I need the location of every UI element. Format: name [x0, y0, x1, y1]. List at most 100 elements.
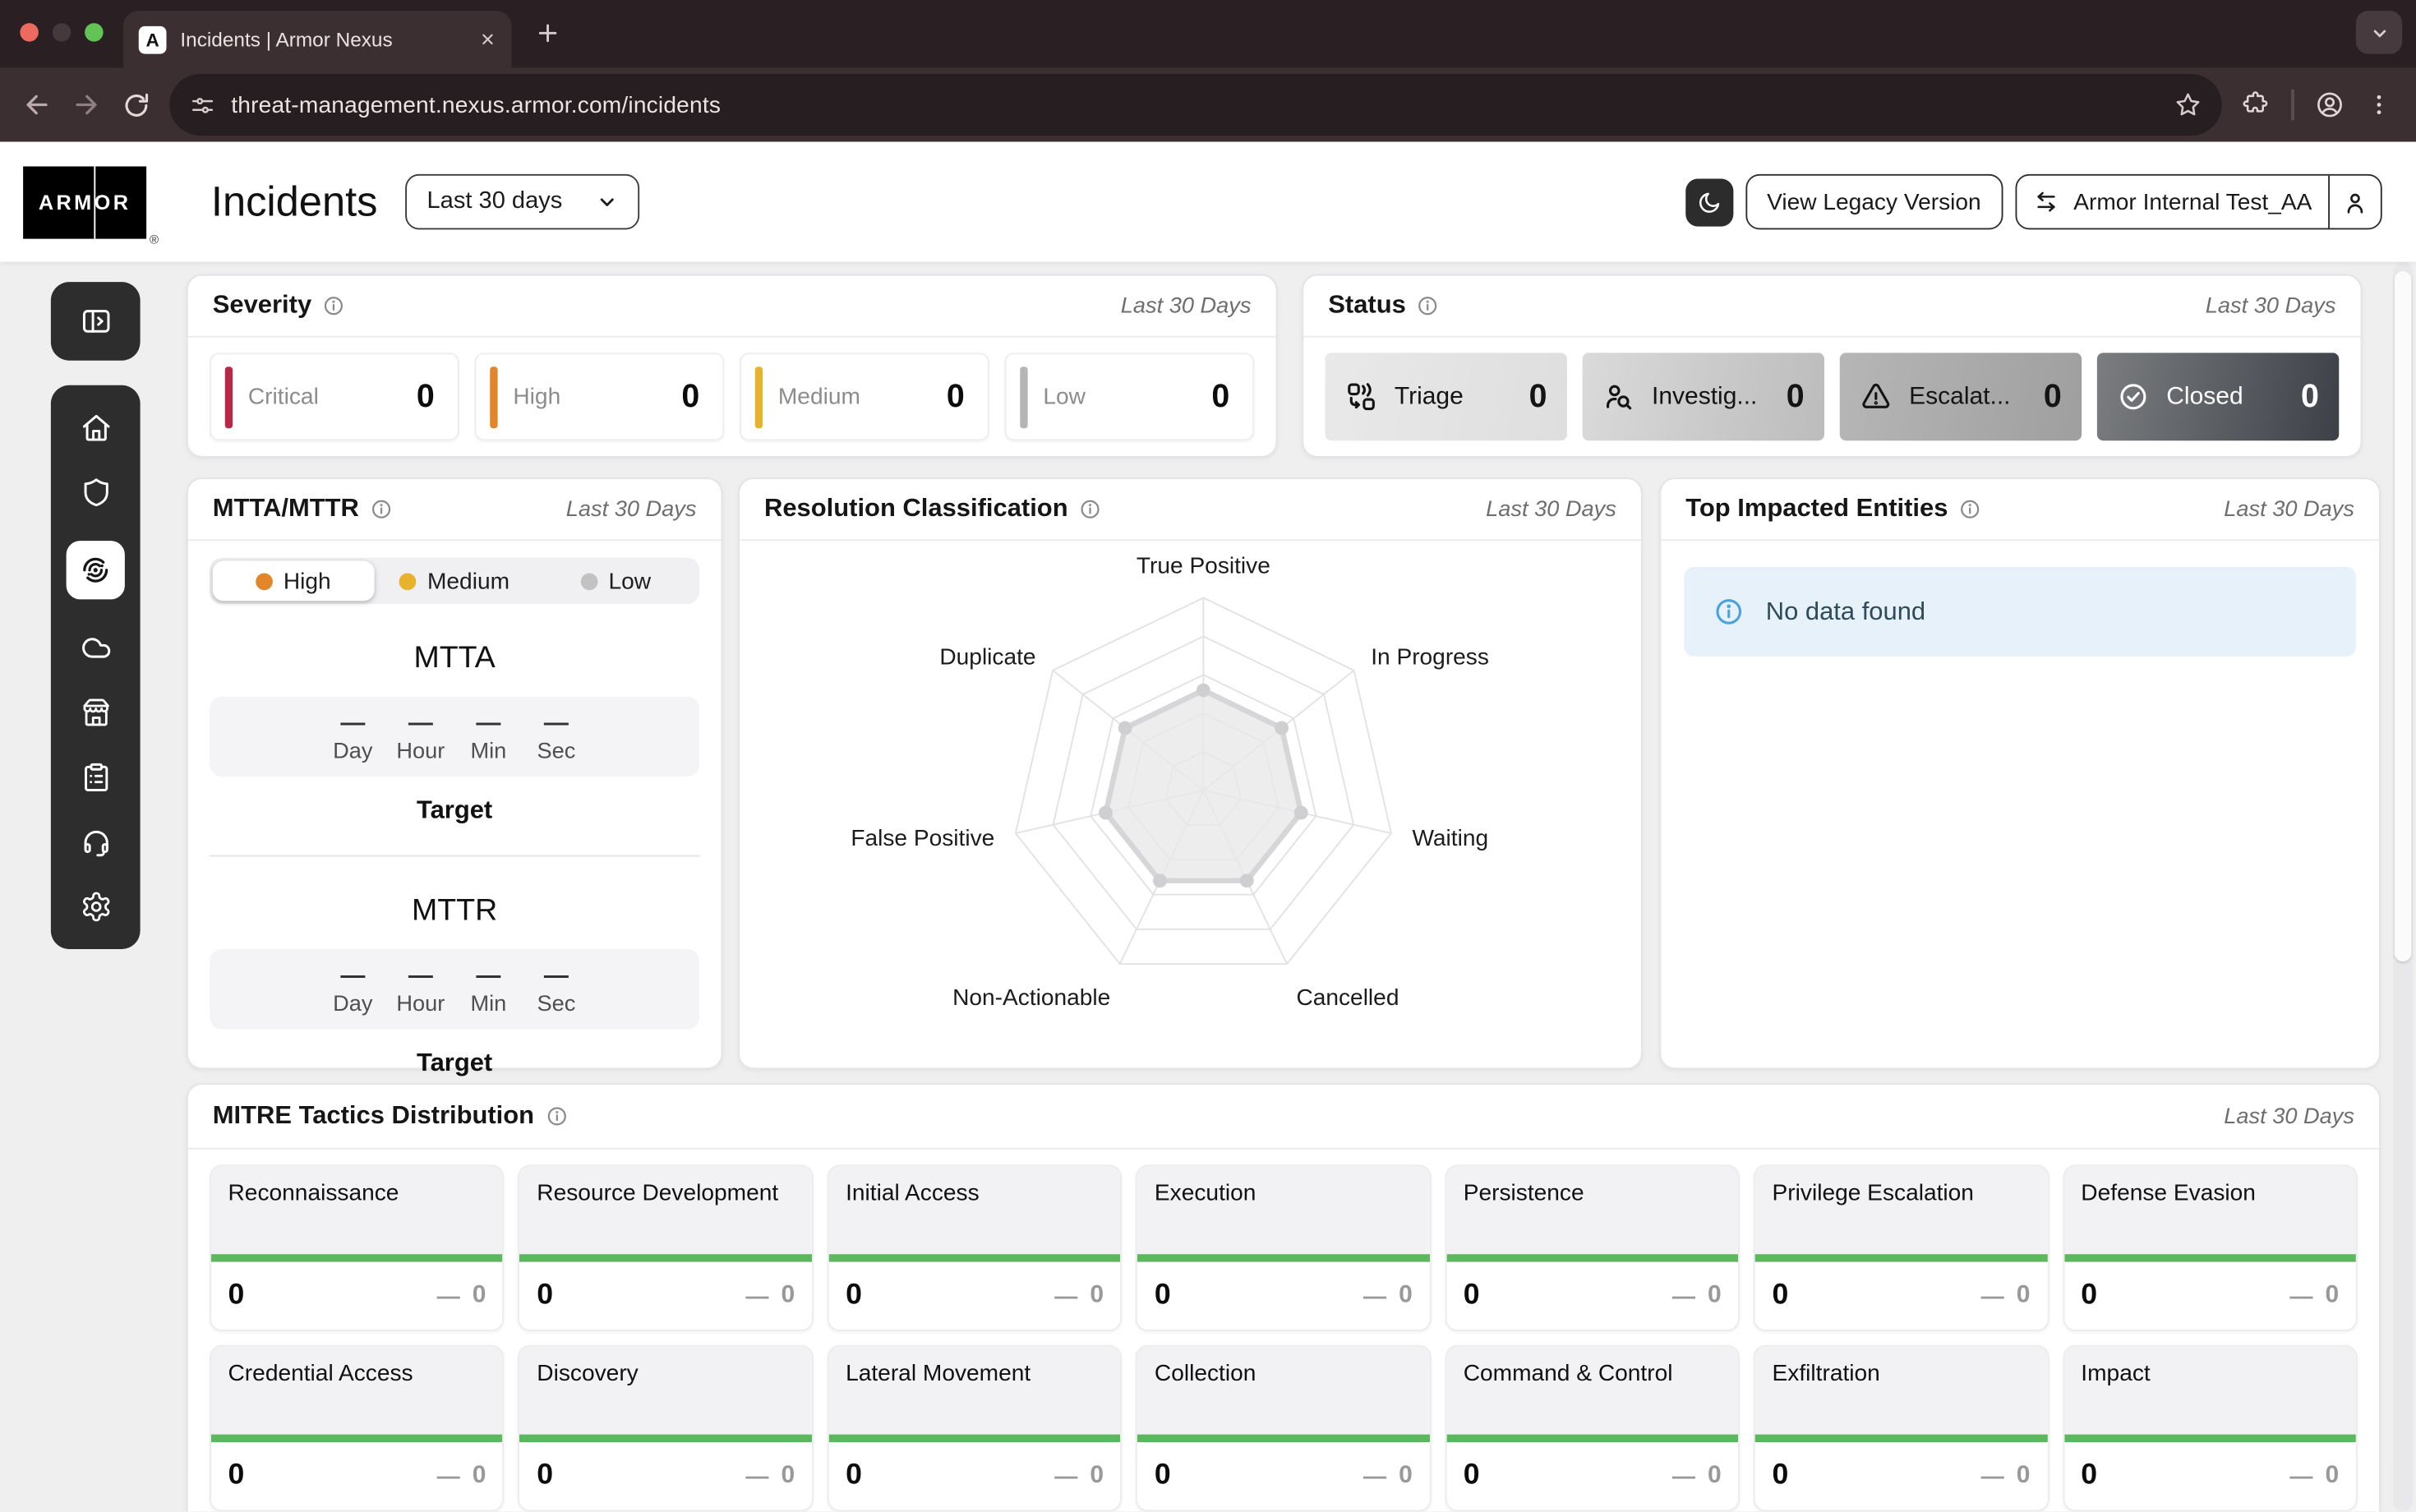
date-range-label: Last 30 days: [426, 187, 563, 214]
severity-low-tile[interactable]: Low 0: [1004, 353, 1255, 441]
sidebar-item-security[interactable]: [80, 476, 112, 508]
browser-menu-button[interactable]: [2354, 79, 2404, 131]
user-person-icon[interactable]: [2330, 189, 2381, 215]
info-icon[interactable]: [545, 1104, 568, 1127]
bookmark-star-icon[interactable]: [2174, 91, 2202, 119]
tactic-card-defense-evasion[interactable]: Defense Evasion 0—0: [2062, 1164, 2358, 1331]
tactic-card-credential-access[interactable]: Credential Access 0—0: [210, 1344, 505, 1512]
tactic-card-collection[interactable]: Collection 0—0: [1136, 1344, 1432, 1512]
browser-tab-strip: A Incidents | Armor Nexus: [0, 0, 2416, 68]
sidebar-toggle-button[interactable]: [50, 282, 141, 361]
moon-icon: [1699, 191, 1719, 212]
triage-count: 0: [1528, 378, 1547, 414]
tab-medium[interactable]: Medium: [374, 561, 535, 602]
sidebar-item-support[interactable]: [80, 826, 112, 858]
status-title: Status: [1328, 291, 1406, 320]
tactic-card-privilege-escalation[interactable]: Privilege Escalation 0—0: [1754, 1164, 2049, 1331]
mitre-tactics-grid: Reconnaissance 0—0 Resource Development …: [210, 1164, 2358, 1512]
info-icon[interactable]: [370, 498, 393, 521]
severity-range: Last 30 Days: [1120, 293, 1252, 319]
info-icon[interactable]: [1959, 498, 1982, 521]
new-tab-button[interactable]: [535, 20, 561, 46]
cloud-icon: [81, 638, 110, 658]
minimize-window-button[interactable]: [52, 23, 71, 42]
sidebar-item-marketplace[interactable]: [80, 697, 112, 729]
browser-tab[interactable]: A Incidents | Armor Nexus: [123, 11, 512, 68]
tactic-card-command-and-control[interactable]: Command & Control 0—0: [1445, 1344, 1741, 1512]
tactic-card-initial-access[interactable]: Initial Access 0—0: [827, 1164, 1123, 1331]
svg-text:Waiting: Waiting: [1412, 825, 1488, 850]
mitre-tactics-card: MITRE Tactics Distribution Last 30 Days …: [186, 1083, 2381, 1512]
no-data-message: No data found: [1765, 597, 1926, 625]
svg-text:In Progress: In Progress: [1371, 644, 1489, 670]
address-bar[interactable]: threat-management.nexus.armor.com/incide…: [169, 74, 2222, 136]
entities-title: Top Impacted Entities: [1685, 494, 1948, 523]
green-bar: [828, 1254, 1121, 1262]
back-arrow-icon: [26, 94, 48, 115]
sidebar-item-cloud[interactable]: [80, 632, 112, 664]
mtta-value-box: — Day — Hour — Min — Sec: [210, 696, 700, 777]
high-dot: [256, 572, 273, 590]
date-range-selector[interactable]: Last 30 days: [405, 173, 640, 230]
home-icon: [82, 414, 109, 441]
theme-toggle-button[interactable]: [1685, 177, 1733, 226]
puzzle-icon: [2243, 91, 2268, 113]
tactic-card-impact[interactable]: Impact 0—0: [2062, 1344, 2358, 1512]
status-closed-tile[interactable]: Closed 0: [2096, 353, 2340, 441]
status-triage-tile[interactable]: Triage 0: [1325, 353, 1567, 441]
tab-low[interactable]: Low: [535, 561, 696, 602]
tab-close-icon[interactable]: [479, 31, 496, 48]
severity-high-tile[interactable]: High 0: [474, 353, 725, 441]
tactic-card-resource-development[interactable]: Resource Development 0—0: [518, 1164, 814, 1331]
status-investigating-tile[interactable]: Investig... 0: [1582, 353, 1824, 441]
info-icon[interactable]: [1417, 294, 1440, 317]
sidebar-item-threat-management[interactable]: [66, 541, 125, 600]
forward-button[interactable]: [62, 79, 111, 131]
page-title: Incidents: [210, 177, 378, 224]
site-settings-icon[interactable]: [190, 92, 216, 118]
svg-text:Non-Actionable: Non-Actionable: [952, 984, 1110, 1010]
green-bar: [210, 1434, 504, 1442]
page-scrollbar-thumb[interactable]: [2394, 271, 2412, 961]
high-count: 0: [681, 378, 700, 414]
sidebar-nav: [50, 385, 141, 949]
sidebar-item-reports[interactable]: [80, 761, 112, 793]
sidebar-item-home[interactable]: [80, 412, 112, 444]
chevron-down-icon: [2372, 29, 2386, 37]
closed-check-icon: [2120, 384, 2146, 410]
close-window-button[interactable]: [20, 23, 39, 42]
back-button[interactable]: [12, 79, 62, 131]
tactic-card-discovery[interactable]: Discovery 0—0: [518, 1344, 814, 1512]
status-escalated-tile[interactable]: Escalat... 0: [1839, 353, 2082, 441]
tactic-card-reconnaissance[interactable]: Reconnaissance 0—0: [210, 1164, 505, 1331]
severity-critical-tile[interactable]: Critical 0: [210, 353, 459, 441]
mtta-section-title: MTTA: [413, 641, 496, 675]
reload-button[interactable]: [111, 79, 160, 131]
tab-search-button[interactable]: [2355, 11, 2403, 54]
profile-button[interactable]: [2305, 79, 2354, 131]
info-icon[interactable]: [1079, 498, 1102, 521]
tab-title: Incidents | Armor Nexus: [180, 27, 393, 51]
sidebar-item-settings[interactable]: [80, 891, 112, 923]
extensions-button[interactable]: [2231, 79, 2280, 131]
view-legacy-version-button[interactable]: View Legacy Version: [1745, 173, 2003, 230]
forward-arrow-icon: [76, 94, 97, 115]
green-bar: [1754, 1434, 2048, 1442]
tactic-card-persistence[interactable]: Persistence 0—0: [1445, 1164, 1741, 1331]
maximize-window-button[interactable]: [85, 23, 104, 42]
url-text[interactable]: threat-management.nexus.armor.com/incide…: [231, 91, 722, 118]
severity-card: Severity Last 30 Days Critical 0 High: [186, 274, 1278, 458]
tactic-card-execution[interactable]: Execution 0—0: [1136, 1164, 1432, 1331]
mitre-range: Last 30 Days: [2224, 1104, 2354, 1129]
tab-high[interactable]: High: [212, 560, 375, 602]
mttr-section-title: MTTR: [412, 893, 498, 928]
tactic-card-exfiltration[interactable]: Exfiltration 0—0: [1754, 1344, 2049, 1512]
green-bar: [1137, 1434, 1430, 1442]
severity-medium-tile[interactable]: Medium 0: [740, 353, 989, 441]
mitre-title: MITRE Tactics Distribution: [212, 1101, 535, 1130]
status-range: Last 30 Days: [2205, 293, 2336, 319]
triage-icon: [1348, 383, 1375, 411]
account-switcher-button[interactable]: Armor Internal Test_AA: [2014, 173, 2382, 230]
tactic-card-lateral-movement[interactable]: Lateral Movement 0—0: [827, 1344, 1123, 1512]
info-icon[interactable]: [322, 294, 345, 317]
